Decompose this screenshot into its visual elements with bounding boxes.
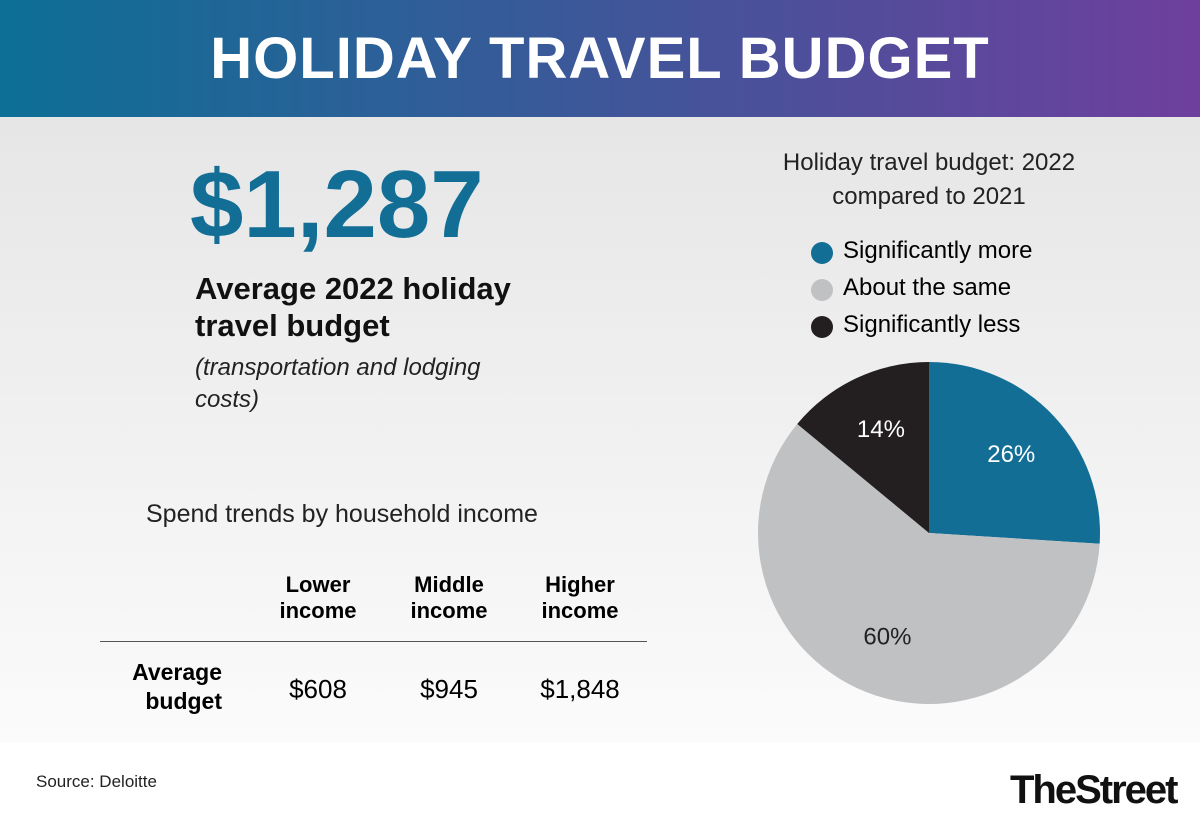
column-header: Higher income	[541, 572, 619, 623]
table-cell: $608	[289, 674, 347, 704]
pie-slice	[758, 424, 1100, 704]
pie-slice	[929, 362, 1100, 544]
legend-marker	[811, 316, 833, 338]
source: Source: Deloitte	[36, 772, 157, 791]
chart-title: Holiday travel budget: 2022 compared to …	[782, 149, 1076, 210]
legend-label: Significantly less	[843, 311, 1021, 338]
table-cell: $945	[420, 674, 478, 704]
stat-label: Average 2022 holiday travel budget	[195, 271, 511, 343]
pie-slice	[797, 362, 929, 533]
row-label: Average budget	[132, 659, 222, 714]
column-header: Middle income	[410, 572, 488, 623]
legend-marker	[811, 279, 833, 301]
table-rule	[100, 641, 647, 642]
table-title: Spend trends by household income	[146, 500, 538, 528]
legend-label: Significantly more	[843, 237, 1033, 264]
brand-logo: TheStreet	[1010, 768, 1178, 812]
stat-value: $1,287	[190, 151, 484, 258]
column-header: Lower income	[279, 572, 357, 623]
slice-label: 14%	[857, 416, 905, 443]
header-title: HOLIDAY TRAVEL BUDGET	[0, 0, 1200, 117]
legend-label: About the same	[843, 274, 1012, 301]
slice-label: 60%	[863, 623, 911, 650]
legend-marker	[811, 242, 833, 264]
stat-note: (transportation and lodging costs)	[195, 354, 481, 413]
slice-label: 26%	[987, 441, 1035, 468]
table-cell: $1,848	[540, 674, 620, 704]
